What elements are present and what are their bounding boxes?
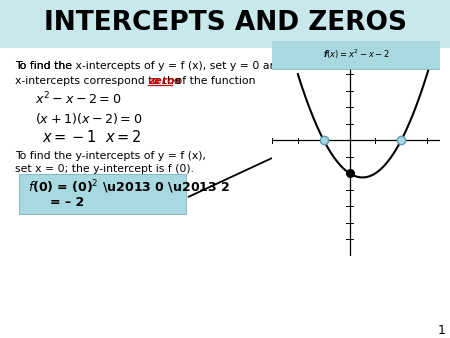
Text: (0, – 2): (0, – 2) [318, 145, 352, 155]
Text: zeros: zeros [148, 76, 181, 86]
Text: = – 2: = – 2 [50, 195, 84, 209]
Text: $(x + 1)(x - 2) = 0$: $(x + 1)(x - 2) = 0$ [35, 111, 142, 125]
Text: set x = 0; the y-intercept is f (0).: set x = 0; the y-intercept is f (0). [15, 164, 194, 174]
Text: 1: 1 [438, 323, 446, 337]
Text: $x = -1$: $x = -1$ [42, 129, 97, 145]
Text: $x = 2$: $x = 2$ [105, 129, 142, 145]
FancyBboxPatch shape [0, 0, 450, 48]
Text: To find the y-intercepts of y = f (x),: To find the y-intercepts of y = f (x), [15, 151, 206, 161]
Text: $x^2 - x - 2 = 0$: $x^2 - x - 2 = 0$ [35, 91, 122, 107]
Text: To find the: To find the [15, 61, 76, 71]
Text: (– 1, 0): (– 1, 0) [272, 118, 306, 128]
Text: INTERCEPTS AND ZEROS: INTERCEPTS AND ZEROS [44, 10, 406, 36]
Text: $\it{f}$(0) = (0)$^2$ \u2013 0 \u2013 2: $\it{f}$(0) = (0)$^2$ \u2013 0 \u2013 2 [28, 178, 230, 196]
Text: $\bfit{f}$$(x) = x^2 - x - 2$: $\bfit{f}$$(x) = x^2 - x - 2$ [323, 47, 389, 61]
FancyBboxPatch shape [19, 174, 186, 214]
Text: of the function: of the function [172, 76, 256, 86]
Text: (2, 0): (2, 0) [397, 118, 423, 128]
Text: To find the x-intercepts of y = f (x), set y = 0 and solve for x.: To find the x-intercepts of y = f (x), s… [15, 61, 347, 71]
FancyBboxPatch shape [270, 39, 442, 69]
Text: x-intercepts correspond to the: x-intercepts correspond to the [15, 76, 184, 86]
